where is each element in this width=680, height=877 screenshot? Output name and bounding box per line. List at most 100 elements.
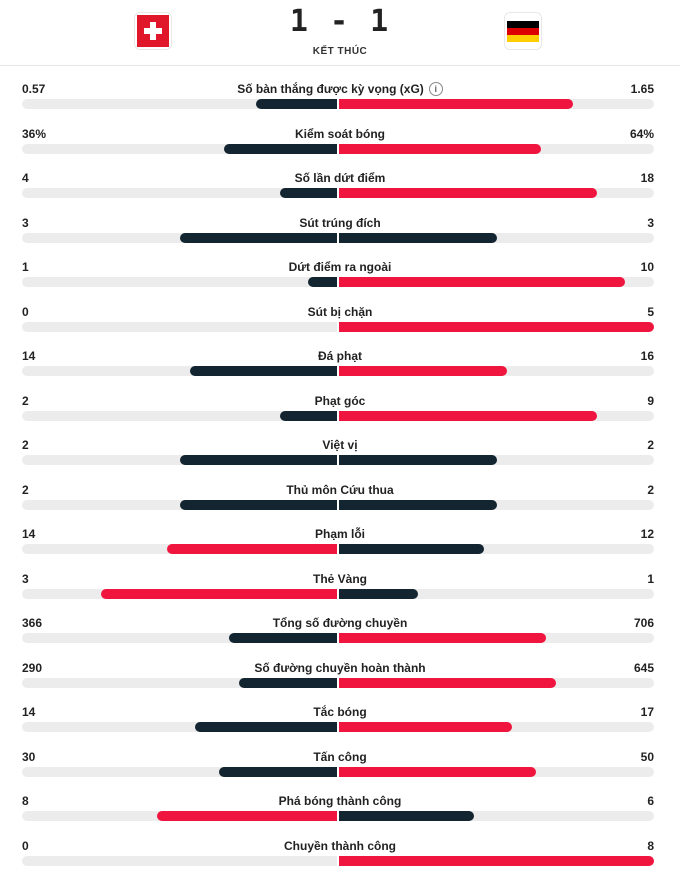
- stat-label: Chuyền thành công: [284, 838, 396, 853]
- away-stat-value: 18: [640, 171, 654, 185]
- home-stat-track: [22, 410, 337, 421]
- stat-label-wrap: Chuyền thành công: [0, 839, 680, 853]
- stat-row: 14 Tắc bóng 17: [0, 689, 680, 734]
- stat-label-wrap: Thủ môn Cứu thua: [0, 483, 680, 497]
- stat-label-wrap: Kiểm soát bóng: [0, 127, 680, 141]
- away-stat-value: 645: [633, 660, 654, 675]
- home-stat-value: 36%: [22, 126, 47, 141]
- home-team-flag[interactable]: [134, 12, 172, 50]
- home-stat-track: [22, 99, 337, 109]
- stat-row: 14 Phạm lỗi 12: [0, 511, 680, 556]
- away-stat-track: [339, 232, 654, 243]
- away-stat-track: [339, 677, 654, 688]
- away-stat-value: 1: [647, 571, 654, 586]
- home-stat-track: [22, 766, 337, 777]
- away-stat-value: 3: [647, 215, 654, 230]
- stat-label-wrap: Phạt góc: [0, 394, 680, 408]
- away-stat-value: 2: [647, 482, 654, 497]
- away-stat-bar: [339, 499, 497, 510]
- home-stat-bar: [308, 277, 337, 287]
- stat-row: 0 Chuyền thành công 8: [0, 823, 680, 868]
- away-stat-bar: [339, 410, 597, 421]
- away-stat-value: 12: [640, 527, 654, 541]
- home-stat-bar: [239, 677, 337, 688]
- away-stat-bar: [339, 633, 547, 643]
- home-stat-bar: [256, 99, 337, 109]
- away-stat-bar: [339, 99, 574, 109]
- home-stat-bar: [179, 499, 337, 510]
- away-score: 1: [370, 4, 391, 39]
- home-stat-value: 4: [22, 171, 29, 185]
- info-icon[interactable]: i: [428, 82, 443, 96]
- stat-label: Đá phạt: [317, 349, 362, 363]
- away-team-flag[interactable]: [504, 12, 542, 50]
- away-stat-track: [339, 143, 654, 154]
- away-stat-bar: [339, 277, 626, 287]
- away-stat-value: 5: [647, 304, 654, 319]
- away-stat-value: 2: [647, 438, 654, 452]
- stat-label: Số lần dứt điểm: [294, 171, 386, 185]
- away-stat-track: [339, 188, 654, 198]
- stat-row: 1 Dứt điểm ra ngoài 10: [0, 244, 680, 289]
- stat-label: Sút bị chặn: [307, 304, 373, 319]
- stat-label-wrap: Phá bóng thành công: [0, 794, 680, 808]
- home-stat-track: [22, 677, 337, 688]
- home-stat-value: 0.57: [22, 82, 46, 96]
- away-stat-track: [339, 811, 654, 821]
- away-stat-bar: [339, 232, 497, 243]
- away-stat-bar: [339, 366, 507, 376]
- stat-label: Tấn công: [313, 749, 367, 764]
- home-stat-value: 2: [22, 393, 29, 408]
- home-stat-track: [22, 811, 337, 821]
- stat-label-wrap: Việt vị: [0, 438, 680, 452]
- stat-row: 0 Sút bị chặn 5: [0, 289, 680, 334]
- home-stat-bar: [218, 766, 337, 777]
- stat-row: 3 Sút trúng đích 3: [0, 200, 680, 245]
- away-stat-track: [339, 321, 654, 332]
- stat-row: 366 Tổng số đường chuyền 706: [0, 600, 680, 645]
- away-stat-value: 706: [633, 616, 654, 630]
- home-stat-bar: [157, 811, 337, 821]
- stat-label-wrap: Số lần dứt điểm: [0, 171, 680, 185]
- away-stat-value: 64%: [629, 126, 654, 141]
- switzerland-flag-icon: [137, 15, 169, 47]
- scoreline: 1 - 1: [0, 4, 680, 39]
- away-stat-value: 8: [647, 838, 654, 853]
- home-stat-bar: [279, 410, 337, 421]
- home-stat-bar: [229, 633, 337, 643]
- away-stat-bar: [339, 588, 418, 599]
- home-stat-value: 8: [22, 794, 29, 808]
- stat-label: Tắc bóng: [313, 705, 367, 719]
- away-stat-track: [339, 277, 654, 287]
- germany-flag-icon: [507, 20, 539, 42]
- away-stat-track: [339, 766, 654, 777]
- stat-label: Phạt góc: [314, 393, 366, 408]
- home-stat-bar: [100, 588, 337, 599]
- away-stat-track: [339, 722, 654, 732]
- home-stat-value: 0: [22, 304, 29, 319]
- stat-row: 2 Thủ môn Cứu thua 2: [0, 467, 680, 512]
- home-stat-track: [22, 277, 337, 287]
- home-stat-track: [22, 143, 337, 154]
- away-stat-track: [339, 633, 654, 643]
- away-stat-track: [339, 855, 654, 866]
- away-stat-bar: [339, 321, 654, 332]
- home-stat-value: 2: [22, 438, 29, 452]
- stat-row: 36% Kiểm soát bóng 64%: [0, 111, 680, 156]
- stat-label: Thủ môn Cứu thua: [286, 482, 394, 497]
- home-stat-value: 14: [22, 705, 36, 719]
- away-stat-track: [339, 455, 654, 465]
- away-stat-bar: [339, 722, 512, 732]
- stat-label-wrap: Đá phạt: [0, 349, 680, 363]
- away-stat-value: 1.65: [630, 82, 654, 96]
- stat-label-wrap: Thẻ Vàng: [0, 572, 680, 586]
- stat-row: 30 Tấn công 50: [0, 734, 680, 779]
- home-stat-value: 30: [22, 749, 36, 764]
- away-stat-track: [339, 588, 654, 599]
- home-stat-track: [22, 499, 337, 510]
- home-score: 1: [289, 4, 310, 39]
- stat-row: 3 Thẻ Vàng 1: [0, 556, 680, 601]
- stat-row: 290 Số đường chuyền hoàn thành 645: [0, 645, 680, 690]
- stat-label: Phá bóng thành công: [278, 794, 402, 808]
- home-stat-bar: [279, 188, 337, 198]
